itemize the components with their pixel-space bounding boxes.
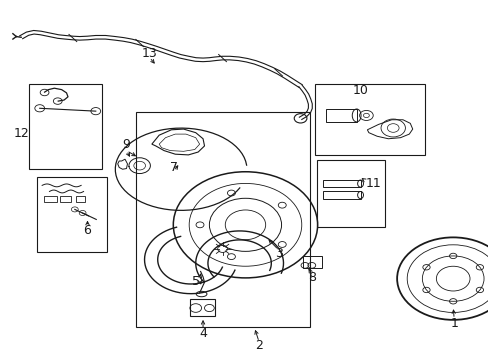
Text: 1: 1 xyxy=(449,317,457,330)
Bar xyxy=(37,177,107,252)
Bar xyxy=(136,112,310,327)
Bar xyxy=(315,84,424,155)
Text: 6: 6 xyxy=(83,224,91,238)
Bar xyxy=(316,160,384,227)
Text: 7: 7 xyxy=(169,161,178,174)
Bar xyxy=(76,197,85,202)
Text: 2: 2 xyxy=(255,339,263,352)
Text: 9: 9 xyxy=(122,138,130,151)
Bar xyxy=(322,180,360,187)
Text: 12: 12 xyxy=(13,127,29,140)
Text: 3: 3 xyxy=(274,247,282,260)
Bar xyxy=(43,197,57,202)
Bar xyxy=(60,196,71,202)
Bar xyxy=(322,192,360,199)
Text: 10: 10 xyxy=(352,84,368,97)
Text: 8: 8 xyxy=(307,271,315,284)
Text: 11: 11 xyxy=(365,177,381,190)
Bar xyxy=(326,109,356,122)
Bar xyxy=(303,256,321,268)
Text: 5: 5 xyxy=(191,275,199,288)
Text: 13: 13 xyxy=(141,47,157,60)
Bar xyxy=(189,299,215,316)
Text: 4: 4 xyxy=(199,327,206,340)
Bar xyxy=(29,84,102,169)
